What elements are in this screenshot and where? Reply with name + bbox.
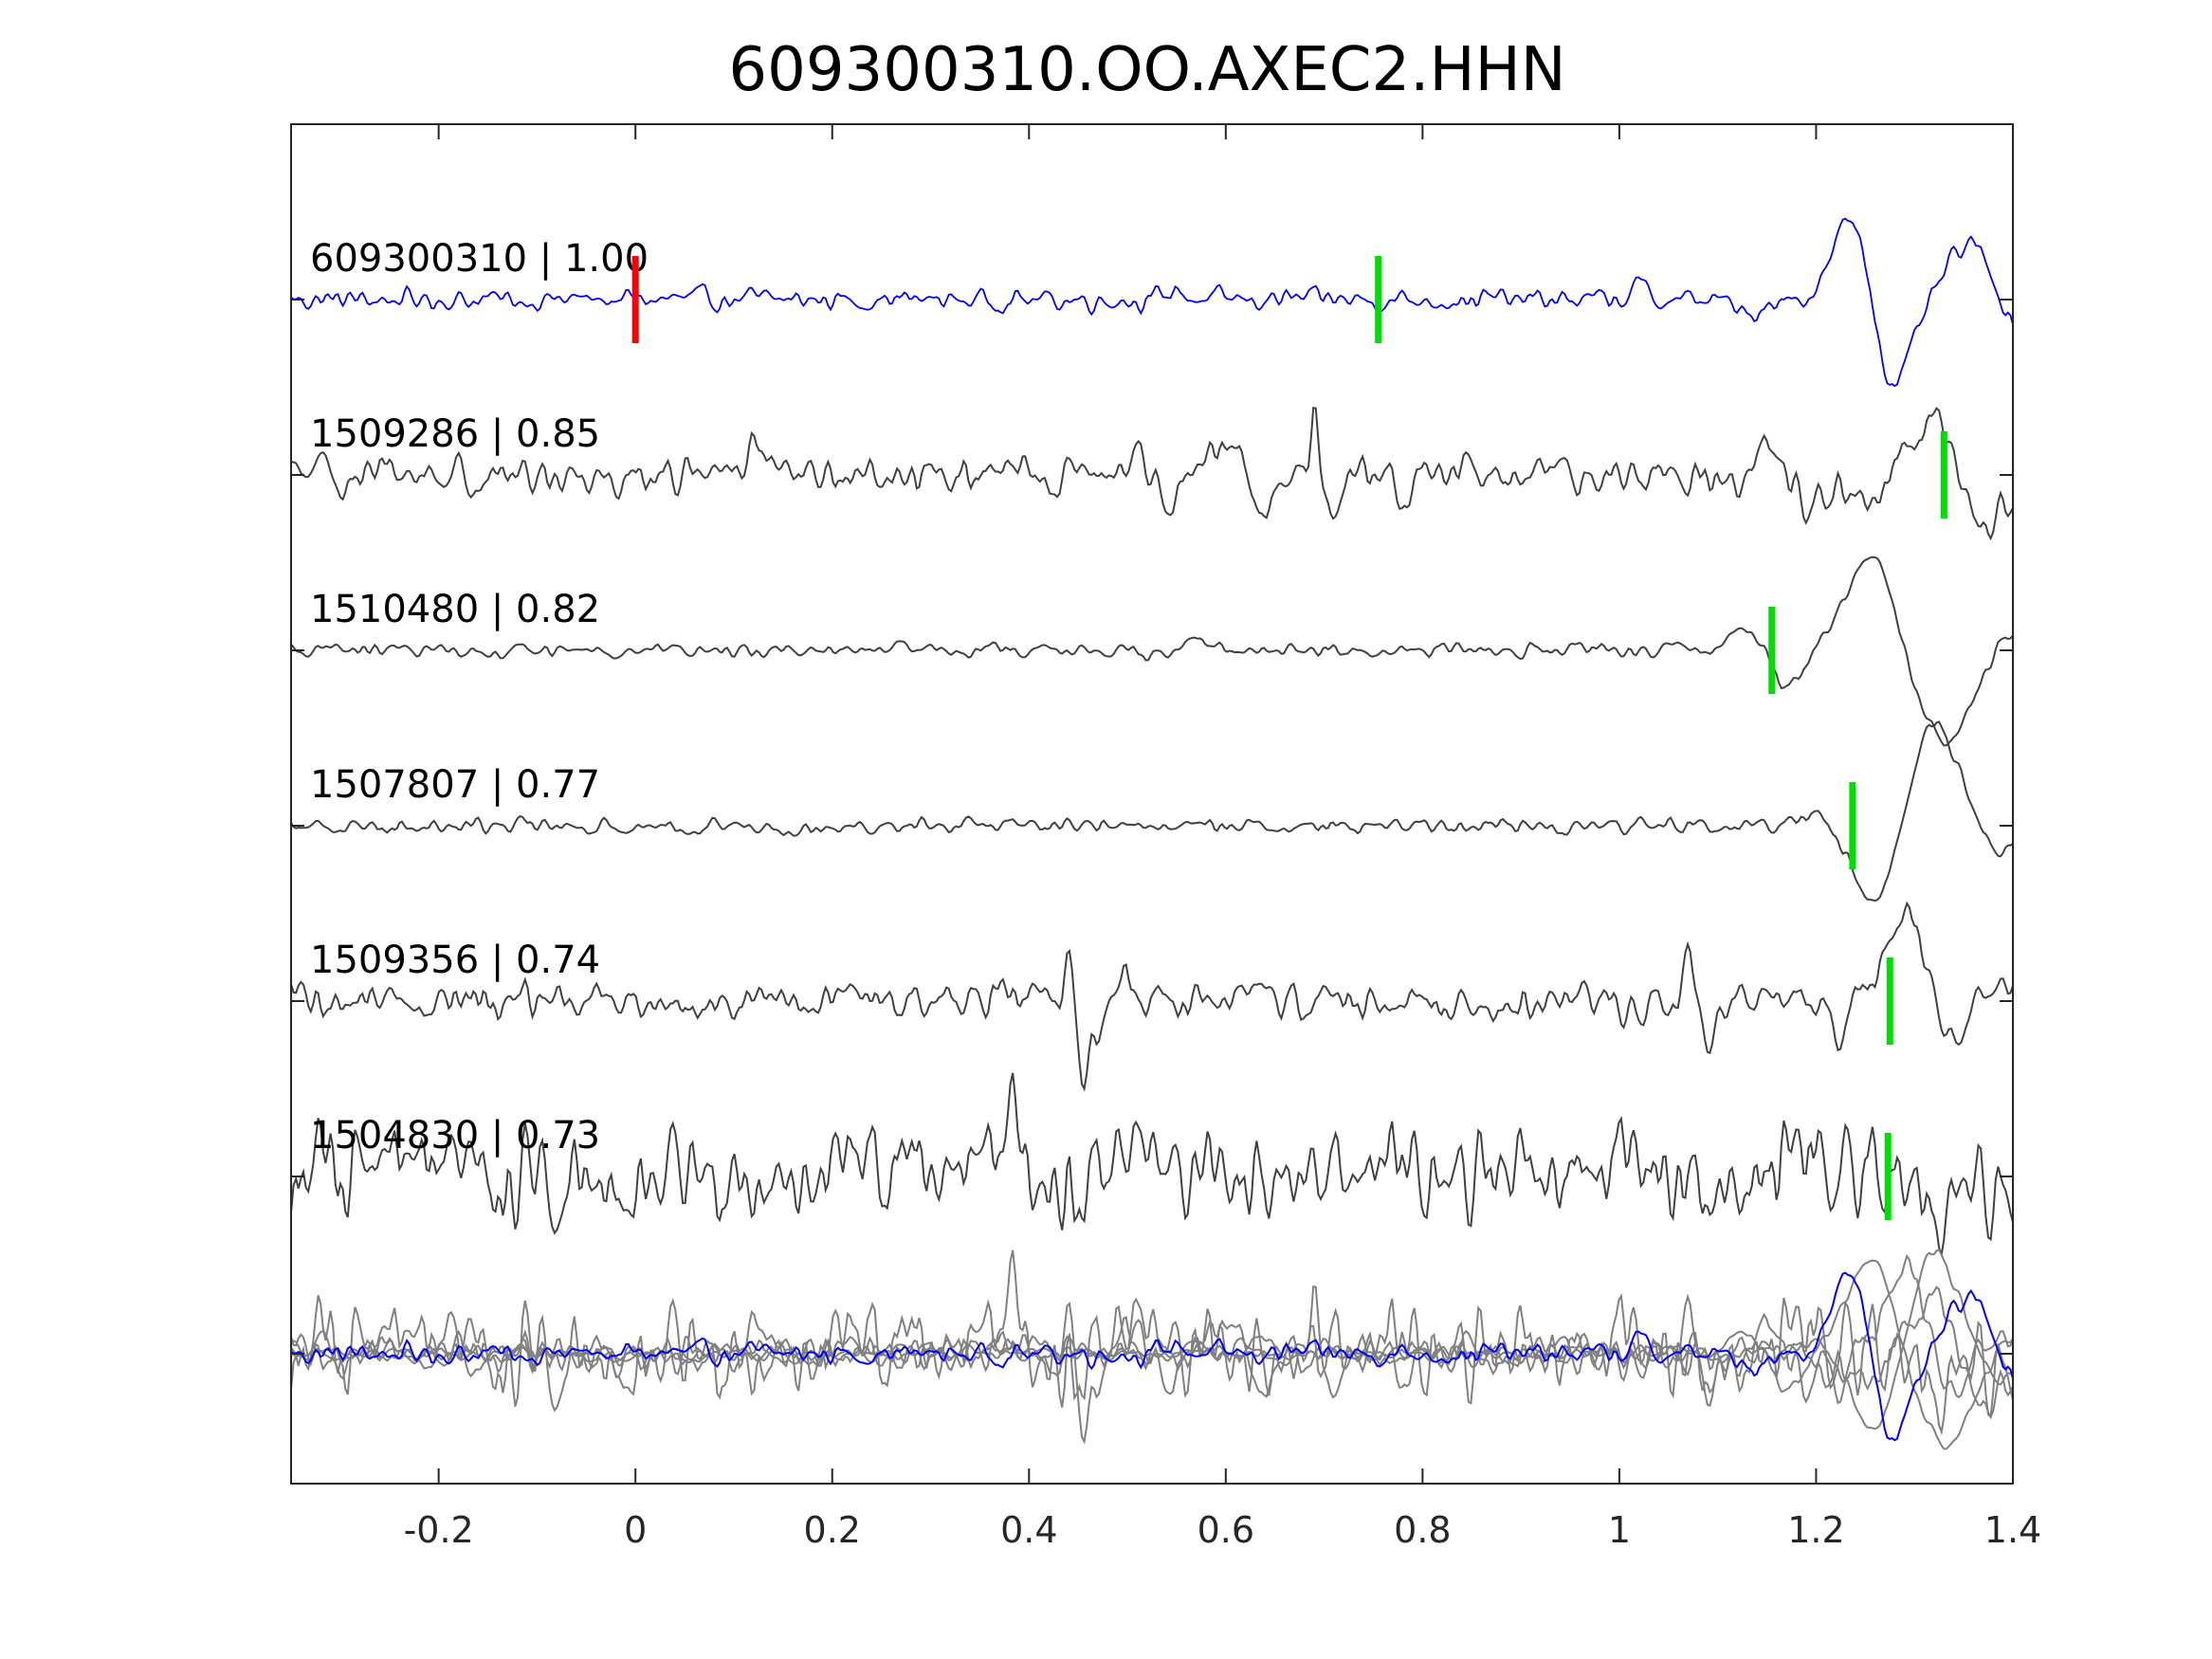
chart-title: 609300310.OO.AXEC2.HHN <box>728 35 1565 105</box>
plot-frame <box>290 123 2014 1485</box>
trace-line-3 <box>290 720 2014 902</box>
trace-label-4: 1509356 | 0.74 <box>310 939 600 982</box>
trace-label-2: 1510480 | 0.82 <box>310 588 600 631</box>
x-tick-label-1: 0 <box>624 1509 647 1551</box>
traces-layer <box>290 217 2014 1259</box>
trace-line-5 <box>290 1072 2014 1259</box>
trace-line-4 <box>290 901 2014 1092</box>
x-tick-label-6: 1 <box>1608 1509 1631 1551</box>
trace-line-2 <box>290 556 2014 747</box>
x-tick-label-0: -0.2 <box>404 1509 474 1551</box>
pick-markers <box>631 256 1947 1220</box>
overlay-trace-1 <box>290 1285 2014 1420</box>
trace-label-0: 609300310 | 1.00 <box>310 237 649 281</box>
x-tick-label-7: 1.2 <box>1787 1509 1844 1551</box>
x-tick-label-5: 0.8 <box>1394 1509 1451 1551</box>
trace-line-0 <box>290 217 2014 388</box>
overlay-trace-5 <box>290 1249 2014 1436</box>
x-tick-label-2: 0.2 <box>804 1509 861 1551</box>
trace-labels: 609300310 | 1.00 1509286 | 0.85 1510480 | … <box>310 237 649 1158</box>
overlay-layer <box>290 1249 2014 1450</box>
x-axis: -0.2 0 0.2 0.4 0.6 0.8 1 1.2 1.4 <box>291 124 2041 1551</box>
overlay-trace-0 <box>290 1271 2014 1442</box>
x-tick-label-8: 1.4 <box>1984 1509 2041 1551</box>
x-tick-label-3: 0.4 <box>1000 1509 1057 1551</box>
trace-label-1: 1509286 | 0.85 <box>310 412 600 456</box>
trace-label-5: 1504830 | 0.73 <box>310 1114 600 1158</box>
trace-line-1 <box>290 407 2014 541</box>
trace-label-3: 1507807 | 0.77 <box>310 763 600 807</box>
x-tick-label-4: 0.6 <box>1197 1509 1254 1551</box>
